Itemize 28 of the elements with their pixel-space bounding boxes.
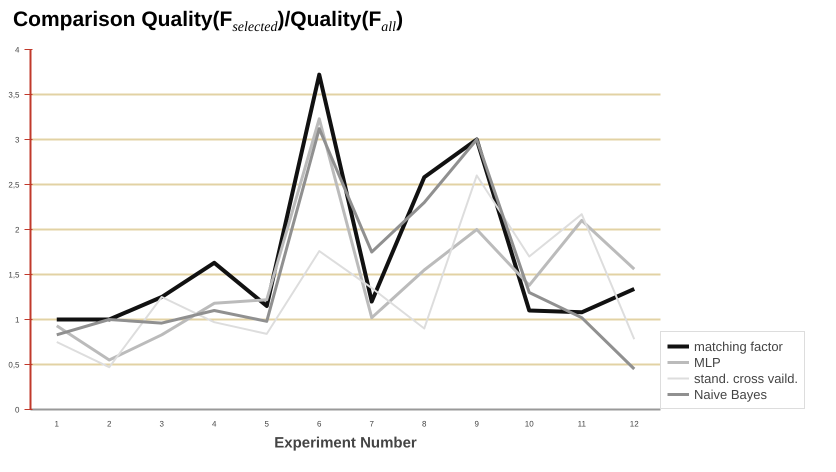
x-tick-label: 9 xyxy=(474,420,480,428)
legend-label: MLP xyxy=(694,354,721,370)
y-tick-label: 1 xyxy=(15,316,20,324)
y-tick-label: 0,5 xyxy=(8,360,20,370)
x-tick-label: 1 xyxy=(54,420,60,428)
chart-title: Comparison Quality(F$_{selected}$)/Quality(F$_{all}$) xyxy=(13,7,404,38)
y-tick-label: 0 xyxy=(15,406,20,414)
x-tick-label: 4 xyxy=(212,420,218,428)
x-tick-label: 5 xyxy=(264,420,270,428)
x-tick-label: 6 xyxy=(317,420,322,428)
x-tick-label: 7 xyxy=(370,420,375,428)
legend-label: stand. cross vaild. xyxy=(694,370,798,386)
x-tick-label: 2 xyxy=(107,420,112,428)
y-tick-label: 3 xyxy=(15,136,20,144)
y-tick-label: 2 xyxy=(15,226,20,234)
legend-label: Naive Bayes xyxy=(694,386,767,402)
y-tick-label: 1,5 xyxy=(8,270,20,280)
x-tick-label: 3 xyxy=(160,420,165,428)
legend-label: matching factor xyxy=(694,338,783,354)
x-tick-label: 8 xyxy=(422,420,428,428)
y-tick-label: 2,5 xyxy=(8,180,20,190)
y-tick-label: 3,5 xyxy=(8,90,20,100)
x-axis-title: Experiment Number xyxy=(274,434,417,452)
x-tick-label: 11 xyxy=(578,420,586,428)
x-tick-label: 12 xyxy=(630,420,640,428)
x-tick-label: 10 xyxy=(524,420,534,428)
line-series xyxy=(56,174,636,368)
y-tick-label: 4 xyxy=(15,46,20,54)
